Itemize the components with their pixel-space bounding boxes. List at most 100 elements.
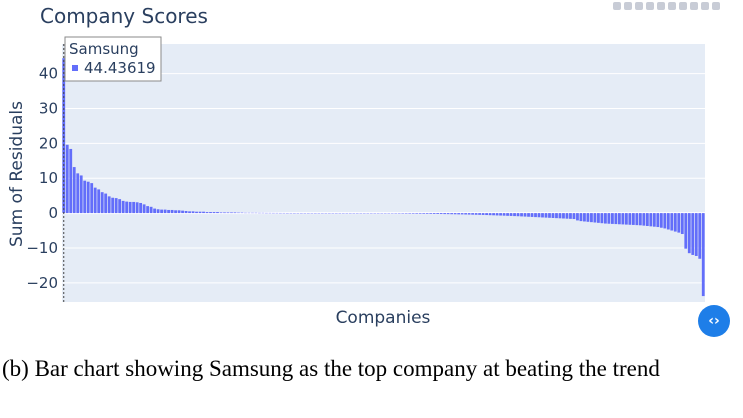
- bar[interactable]: [673, 213, 677, 232]
- bar[interactable]: [478, 213, 481, 215]
- bar[interactable]: [551, 213, 555, 218]
- bar[interactable]: [76, 173, 80, 214]
- bar[interactable]: [153, 208, 157, 214]
- zoom-icon[interactable]: [624, 2, 632, 10]
- bar[interactable]: [443, 213, 447, 215]
- bar[interactable]: [404, 213, 408, 214]
- bar[interactable]: [418, 213, 422, 214]
- chart-toolbar[interactable]: [613, 2, 741, 14]
- bar[interactable]: [617, 213, 621, 225]
- bar[interactable]: [230, 212, 233, 214]
- bar[interactable]: [432, 213, 436, 214]
- bar[interactable]: [135, 202, 139, 214]
- bar[interactable]: [624, 213, 628, 225]
- bar[interactable]: [62, 58, 66, 214]
- bar[interactable]: [160, 209, 163, 214]
- bar[interactable]: [191, 211, 195, 214]
- bar[interactable]: [226, 212, 230, 214]
- bar[interactable]: [65, 144, 69, 214]
- bar[interactable]: [121, 200, 125, 214]
- bar[interactable]: [534, 213, 537, 218]
- bar[interactable]: [691, 213, 695, 255]
- bar[interactable]: [694, 213, 698, 256]
- bar[interactable]: [72, 167, 76, 214]
- bar[interactable]: [481, 213, 485, 215]
- bar[interactable]: [638, 213, 642, 226]
- bar[interactable]: [520, 213, 523, 217]
- bar[interactable]: [656, 213, 660, 228]
- bar[interactable]: [590, 213, 593, 223]
- bar[interactable]: [453, 213, 457, 215]
- bar[interactable]: [90, 183, 94, 214]
- bar[interactable]: [156, 209, 160, 214]
- bar[interactable]: [439, 213, 443, 215]
- plotly-logo-icon[interactable]: [712, 2, 720, 10]
- bar[interactable]: [209, 212, 212, 214]
- bar[interactable]: [600, 213, 604, 224]
- bar[interactable]: [684, 213, 688, 249]
- bar[interactable]: [506, 213, 509, 216]
- bar[interactable]: [562, 213, 565, 219]
- bar[interactable]: [569, 213, 572, 219]
- bar[interactable]: [83, 180, 87, 214]
- bar[interactable]: [516, 213, 520, 217]
- bar[interactable]: [425, 213, 429, 214]
- bar[interactable]: [429, 213, 433, 214]
- bar[interactable]: [614, 213, 618, 225]
- bar[interactable]: [611, 213, 614, 224]
- bar[interactable]: [139, 202, 143, 214]
- bar[interactable]: [492, 213, 495, 216]
- bar[interactable]: [216, 212, 219, 214]
- camera-icon[interactable]: [613, 2, 621, 10]
- bar[interactable]: [408, 213, 412, 214]
- bar[interactable]: [450, 213, 454, 215]
- bar[interactable]: [502, 213, 506, 216]
- bar[interactable]: [184, 211, 188, 214]
- bar[interactable]: [170, 209, 174, 214]
- bar[interactable]: [132, 201, 136, 214]
- bar[interactable]: [659, 213, 663, 228]
- bar[interactable]: [680, 213, 684, 235]
- bar[interactable]: [181, 210, 184, 214]
- bar[interactable]: [69, 148, 73, 214]
- bar[interactable]: [422, 213, 426, 214]
- bar[interactable]: [701, 213, 705, 297]
- bar[interactable]: [586, 213, 590, 222]
- bar[interactable]: [457, 213, 461, 215]
- bar[interactable]: [558, 213, 562, 219]
- pan-icon[interactable]: [635, 2, 643, 10]
- bar[interactable]: [565, 213, 569, 219]
- lasso-icon[interactable]: [657, 2, 665, 10]
- bar[interactable]: [79, 175, 83, 214]
- bar[interactable]: [621, 213, 625, 225]
- bar[interactable]: [488, 213, 492, 216]
- bar[interactable]: [541, 213, 544, 218]
- bar[interactable]: [631, 213, 635, 225]
- bar[interactable]: [593, 213, 597, 223]
- bar[interactable]: [205, 212, 209, 214]
- bar[interactable]: [635, 213, 639, 226]
- bar[interactable]: [604, 213, 607, 224]
- bar[interactable]: [499, 213, 502, 216]
- bar[interactable]: [687, 213, 691, 254]
- bar[interactable]: [513, 213, 516, 217]
- zoom-out-icon[interactable]: [679, 2, 687, 10]
- bar[interactable]: [583, 213, 586, 222]
- bar[interactable]: [607, 213, 611, 224]
- bar[interactable]: [544, 213, 548, 218]
- bar[interactable]: [104, 193, 108, 214]
- bar[interactable]: [111, 197, 115, 214]
- bar[interactable]: [223, 212, 226, 214]
- bar[interactable]: [698, 213, 702, 259]
- bar[interactable]: [464, 213, 468, 215]
- bar[interactable]: [537, 213, 541, 218]
- bar[interactable]: [167, 209, 170, 214]
- bar[interactable]: [576, 213, 579, 221]
- reset-axes-icon[interactable]: [701, 2, 709, 10]
- bar[interactable]: [237, 212, 240, 214]
- bar[interactable]: [652, 213, 656, 227]
- bar[interactable]: [240, 212, 244, 214]
- bar[interactable]: [527, 213, 530, 217]
- bar[interactable]: [460, 213, 464, 215]
- bar[interactable]: [666, 213, 670, 230]
